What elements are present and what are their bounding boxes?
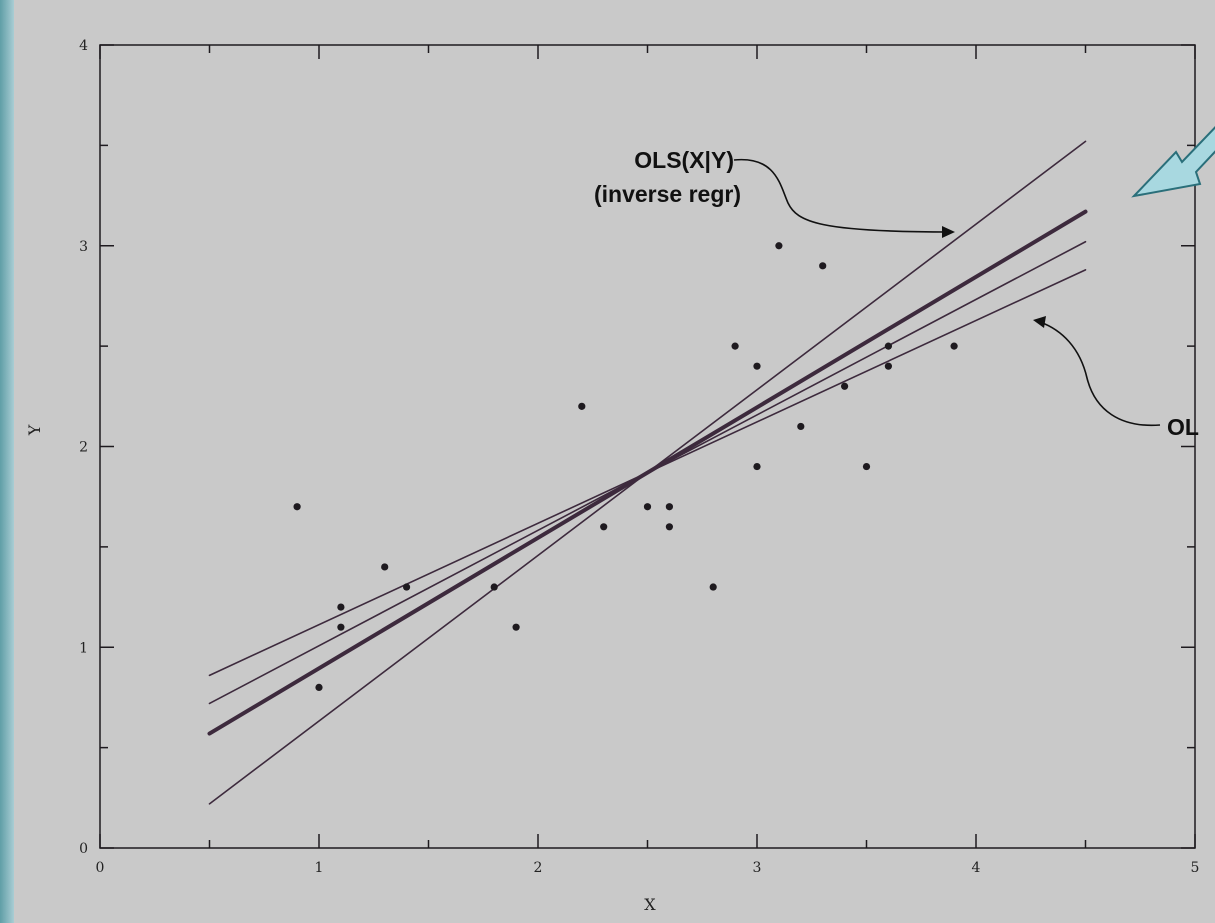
data-point [775,242,783,250]
y-tick-label: 1 [79,640,88,656]
data-point [841,382,849,390]
data-point [950,342,958,350]
data-point [337,603,345,611]
x-tick-label: 4 [972,860,981,876]
annotation-ols-yx-arrowhead [1033,316,1046,328]
annotation-ols-yx: OL [1167,414,1199,440]
x-axis-label: X [644,895,656,914]
data-point [578,402,586,410]
data-point [490,583,498,591]
x-tick-label: 0 [96,860,105,876]
axis-ticks [99,44,1196,849]
y-tick-label: 0 [79,841,88,857]
data-point [753,362,761,370]
data-point [337,623,345,631]
regression-line [208,269,1087,677]
data-point [731,342,739,350]
data-point [819,262,827,270]
data-point [753,462,761,471]
annotation-ols-yx-pointer [1039,321,1161,427]
y-axis-label: Y [25,424,44,436]
data-point [403,583,411,591]
data-point [665,503,674,511]
data-point [381,563,389,571]
annotation-ols-xy-line2: (inverse regr) [594,181,741,207]
data-point [884,342,893,350]
data-point [600,523,608,531]
data-point [643,503,652,511]
plot-area [99,44,1196,849]
y-tick-label: 3 [79,239,88,255]
data-point [709,583,717,591]
data-points [293,242,958,692]
data-point [293,503,301,511]
annotation-ols-xy-pointer [733,158,951,233]
data-point [862,462,871,471]
data-point [665,523,674,531]
regression-lines [207,140,1088,805]
callout-arrow [1131,126,1215,198]
data-point [797,422,805,431]
data-point [512,623,520,631]
annotation-ols-xy-arrowhead [942,226,955,238]
data-point [884,362,893,370]
tick-labels: 0 1 2 3 4 5 0 1 2 3 4 [79,38,1199,876]
x-tick-label: 1 [315,860,324,876]
y-tick-label: 4 [79,38,88,54]
y-tick-label: 2 [79,440,88,456]
plot-frame [99,44,1196,849]
data-point [315,683,323,692]
x-tick-label: 2 [534,860,543,876]
x-tick-label: 5 [1191,860,1200,876]
annotation-ols-xy-line1: OLS(X|Y) [634,147,734,173]
x-tick-label: 3 [753,860,762,876]
